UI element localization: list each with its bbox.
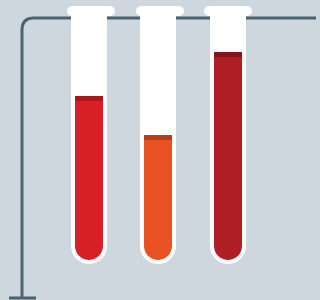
liquid-surface — [75, 96, 103, 101]
liquid-surface — [144, 135, 172, 140]
tube-liquid — [144, 135, 172, 260]
liquid-surface — [214, 52, 242, 57]
test-tube — [204, 6, 252, 264]
illustration — [0, 0, 316, 300]
tube-cap — [136, 6, 184, 16]
page: (() => { const data = JSON.parse(documen… — [0, 0, 316, 300]
tube-cap — [67, 6, 115, 16]
tube-liquid — [75, 96, 103, 260]
tube-liquid — [214, 52, 242, 260]
tube-cap — [204, 6, 252, 16]
